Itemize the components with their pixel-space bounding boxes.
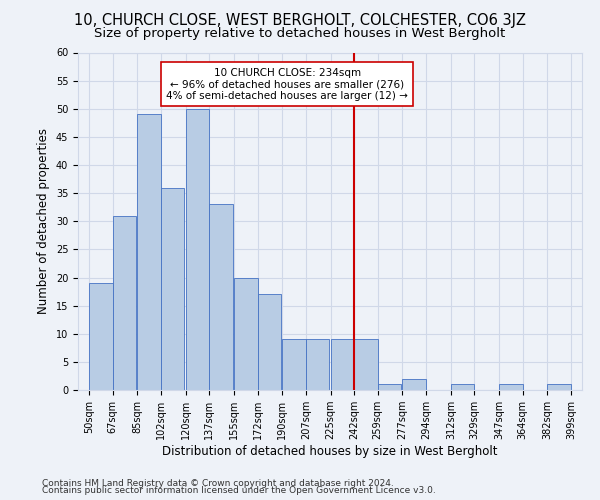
Bar <box>547 384 571 390</box>
Bar <box>161 188 184 390</box>
Bar <box>89 283 113 390</box>
Text: Contains public sector information licensed under the Open Government Licence v3: Contains public sector information licen… <box>42 486 436 495</box>
Text: Size of property relative to detached houses in West Bergholt: Size of property relative to detached ho… <box>94 28 506 40</box>
Bar <box>354 340 377 390</box>
Bar <box>209 204 233 390</box>
Bar <box>113 216 136 390</box>
Bar <box>306 340 329 390</box>
Text: 10, CHURCH CLOSE, WEST BERGHOLT, COLCHESTER, CO6 3JZ: 10, CHURCH CLOSE, WEST BERGHOLT, COLCHES… <box>74 12 526 28</box>
Bar <box>257 294 281 390</box>
Bar <box>283 340 306 390</box>
Bar <box>234 278 257 390</box>
X-axis label: Distribution of detached houses by size in West Bergholt: Distribution of detached houses by size … <box>162 445 498 458</box>
Bar <box>137 114 161 390</box>
Y-axis label: Number of detached properties: Number of detached properties <box>37 128 50 314</box>
Bar <box>451 384 474 390</box>
Text: 10 CHURCH CLOSE: 234sqm
← 96% of detached houses are smaller (276)
4% of semi-de: 10 CHURCH CLOSE: 234sqm ← 96% of detache… <box>166 68 408 101</box>
Bar <box>403 379 426 390</box>
Text: Contains HM Land Registry data © Crown copyright and database right 2024.: Contains HM Land Registry data © Crown c… <box>42 478 394 488</box>
Bar <box>499 384 523 390</box>
Bar <box>186 109 209 390</box>
Bar <box>331 340 354 390</box>
Bar <box>377 384 401 390</box>
